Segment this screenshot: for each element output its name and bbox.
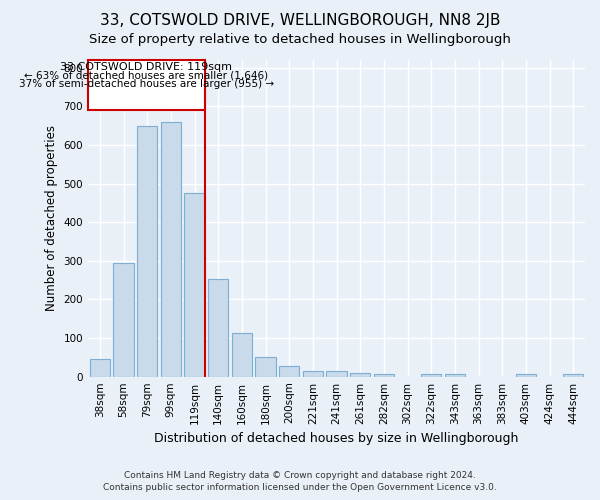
Text: 37% of semi-detached houses are larger (955) →: 37% of semi-detached houses are larger (…: [19, 79, 274, 89]
Bar: [350, 373, 370, 376]
Bar: [516, 374, 536, 376]
Text: ← 63% of detached houses are smaller (1,646): ← 63% of detached houses are smaller (1,…: [24, 70, 268, 81]
Bar: [256, 358, 275, 376]
Bar: [445, 374, 465, 376]
Text: 33 COTSWOLD DRIVE: 119sqm: 33 COTSWOLD DRIVE: 119sqm: [61, 62, 232, 72]
Bar: [563, 374, 583, 376]
Bar: [421, 374, 441, 376]
Bar: [208, 279, 228, 376]
Bar: [374, 374, 394, 376]
Y-axis label: Number of detached properties: Number of detached properties: [45, 126, 58, 312]
Bar: [326, 370, 347, 376]
Bar: [303, 370, 323, 376]
Bar: [184, 193, 205, 376]
Bar: [113, 263, 134, 376]
Bar: [161, 122, 181, 376]
Bar: [90, 360, 110, 376]
X-axis label: Distribution of detached houses by size in Wellingborough: Distribution of detached houses by size …: [154, 432, 519, 445]
Bar: [88, 60, 205, 110]
Text: Size of property relative to detached houses in Wellingborough: Size of property relative to detached ho…: [89, 32, 511, 46]
Text: 33, COTSWOLD DRIVE, WELLINGBOROUGH, NN8 2JB: 33, COTSWOLD DRIVE, WELLINGBOROUGH, NN8 …: [100, 12, 500, 28]
Bar: [232, 333, 252, 376]
Bar: [137, 126, 157, 376]
Bar: [279, 366, 299, 376]
Text: Contains HM Land Registry data © Crown copyright and database right 2024.
Contai: Contains HM Land Registry data © Crown c…: [103, 471, 497, 492]
